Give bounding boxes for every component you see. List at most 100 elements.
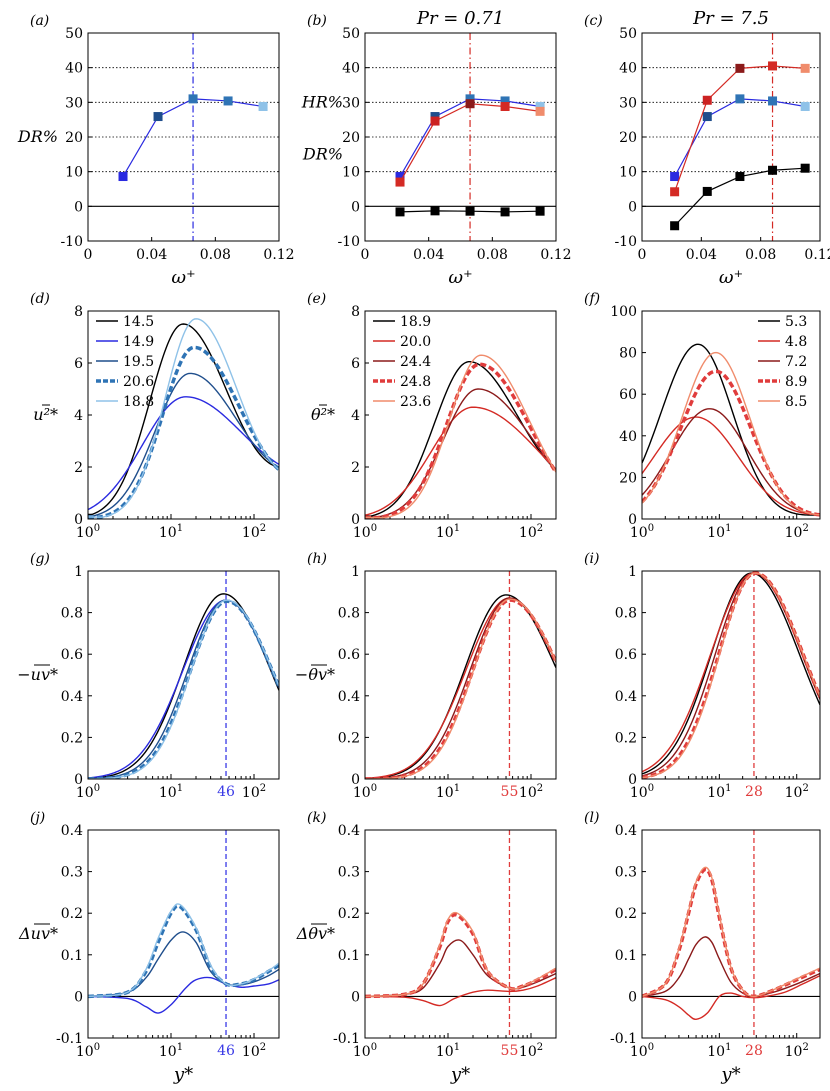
x-tick-label: 0.04 — [413, 247, 444, 263]
marker-diff — [800, 163, 810, 173]
axes-frame — [87, 310, 280, 520]
legend-label: 23.6 — [400, 394, 431, 410]
y-tick-label: 0.6 — [61, 647, 83, 663]
series-curve-23.6 — [365, 354, 556, 519]
panel-g: (g) 0 0.2 0.4 0.6 0.8 1 100 101 102 46 −uv* — [17, 551, 280, 801]
x-tick-label: 0.04 — [686, 247, 717, 263]
y-tick-label: 0.4 — [615, 689, 637, 705]
x-tick-label: 0.12 — [804, 247, 830, 263]
marker-HR — [768, 61, 778, 71]
y-tick-label: 0.2 — [61, 730, 83, 746]
panel-l: (l) -0.1 0 0.1 0.2 0.3 0.4 100 101 102 28 y* — [584, 810, 821, 1085]
plot-area — [88, 830, 279, 1038]
series-curve-18.8 — [88, 318, 279, 518]
marker-HR — [430, 116, 440, 126]
series-curve-24.8 — [365, 598, 556, 779]
y-tick-label: 0.3 — [61, 865, 83, 881]
y-tick-label: 1 — [74, 564, 83, 580]
y-tick-label: 40 — [619, 429, 637, 445]
marker-HR — [670, 187, 680, 197]
panel-label: (b) — [307, 13, 327, 29]
axes-frame — [87, 570, 280, 780]
panel-title: Pr = 0.71 — [416, 8, 504, 29]
marker-HR — [800, 63, 810, 73]
y-tick-label: 30 — [342, 95, 360, 111]
marker-DR — [465, 94, 475, 104]
y-axis-label: Δuv* — [18, 924, 58, 943]
marker-diff — [702, 186, 712, 196]
series-curve-24.4 — [365, 939, 556, 998]
plot-area — [642, 571, 820, 779]
panel-label: (h) — [307, 551, 327, 567]
y-axis-label: DR% — [302, 144, 343, 163]
panel-label: (i) — [584, 551, 599, 567]
panel-label: (c) — [584, 13, 603, 29]
marker-DR — [223, 96, 233, 106]
legend-label: 8.9 — [785, 374, 807, 390]
marker-diff — [535, 206, 545, 216]
y-tick-label: 0 — [628, 772, 637, 788]
panel-label: (a) — [30, 13, 49, 29]
x-tick-label: 0.12 — [540, 247, 571, 263]
series-curve-20.6 — [88, 599, 279, 779]
marker-diff — [500, 207, 510, 217]
y-tick-label: 0.8 — [615, 606, 637, 622]
y-tick-label: 0 — [74, 772, 83, 788]
panel-j: (j) -0.1 0 0.1 0.2 0.3 0.4 100 101 102 46 Δuv* y* — [18, 810, 280, 1085]
x-tick-label: 101 — [707, 783, 731, 801]
panel-label: (e) — [307, 291, 326, 307]
y-tick-label: 20 — [65, 130, 83, 146]
y-tick-label: 1 — [628, 564, 637, 580]
series-curve-8.5 — [642, 866, 820, 998]
y-tick-label: 0.1 — [615, 948, 637, 964]
y-axis-label: HR% — [301, 92, 343, 111]
x-tick-label: 101 — [707, 523, 731, 541]
x-tick-label: 102 — [519, 523, 543, 541]
series-curve-18.9 — [365, 594, 556, 779]
marker-DR — [735, 94, 745, 104]
y-tick-label: 0 — [628, 199, 637, 215]
axes-frame — [641, 570, 821, 780]
series-curve-4.8 — [642, 572, 820, 773]
plot-area — [642, 343, 820, 517]
y-tick-label: 0.1 — [61, 948, 83, 964]
peak-label: 46 — [217, 784, 235, 800]
axes-frame — [641, 310, 821, 520]
y-axis-label: Δθv* — [296, 924, 335, 943]
y-tick-label: 0 — [74, 512, 83, 528]
x-tick-label: 0.08 — [745, 247, 776, 263]
y-tick-label: 0.1 — [338, 948, 360, 964]
y-tick-label: 0 — [351, 199, 360, 215]
x-axis-label: ω⁺ — [448, 267, 472, 288]
x-tick-label: 102 — [785, 783, 809, 801]
x-tick-label: 0.08 — [477, 247, 508, 263]
marker-DR — [118, 172, 128, 182]
peak-label: 55 — [501, 1043, 519, 1059]
y-tick-label: 0.6 — [338, 647, 360, 663]
y-tick-label: 10 — [342, 165, 360, 181]
y-tick-label: 0 — [628, 989, 637, 1005]
panel-i: (i) 0 0.2 0.4 0.6 0.8 1 100 101 102 28 — [584, 551, 821, 801]
series-curve-7.2 — [642, 572, 820, 777]
peak-label: 55 — [501, 784, 519, 800]
marker-DR — [153, 112, 163, 122]
plot-area — [642, 830, 820, 1038]
series-curve-4.8 — [642, 974, 820, 1020]
x-tick-label: 101 — [436, 1042, 460, 1060]
axes-frame — [641, 32, 821, 242]
series-curve-20.0 — [365, 597, 556, 779]
series-curve-20.6 — [88, 904, 279, 999]
legend-label: 20.6 — [123, 374, 154, 390]
peak-label: 28 — [745, 784, 763, 800]
y-tick-label: 50 — [65, 26, 83, 42]
marker-DR — [430, 112, 440, 122]
legend-label: 18.8 — [123, 394, 154, 410]
marker-HR — [535, 106, 545, 116]
y-axis-label: u²* — [33, 405, 58, 424]
x-tick-label: 0.12 — [263, 247, 294, 263]
panel-label: (f) — [584, 291, 600, 307]
legend-label: 24.4 — [400, 354, 431, 370]
y-axis-label: −θv* — [295, 665, 335, 684]
peak-label: 46 — [217, 1043, 235, 1059]
